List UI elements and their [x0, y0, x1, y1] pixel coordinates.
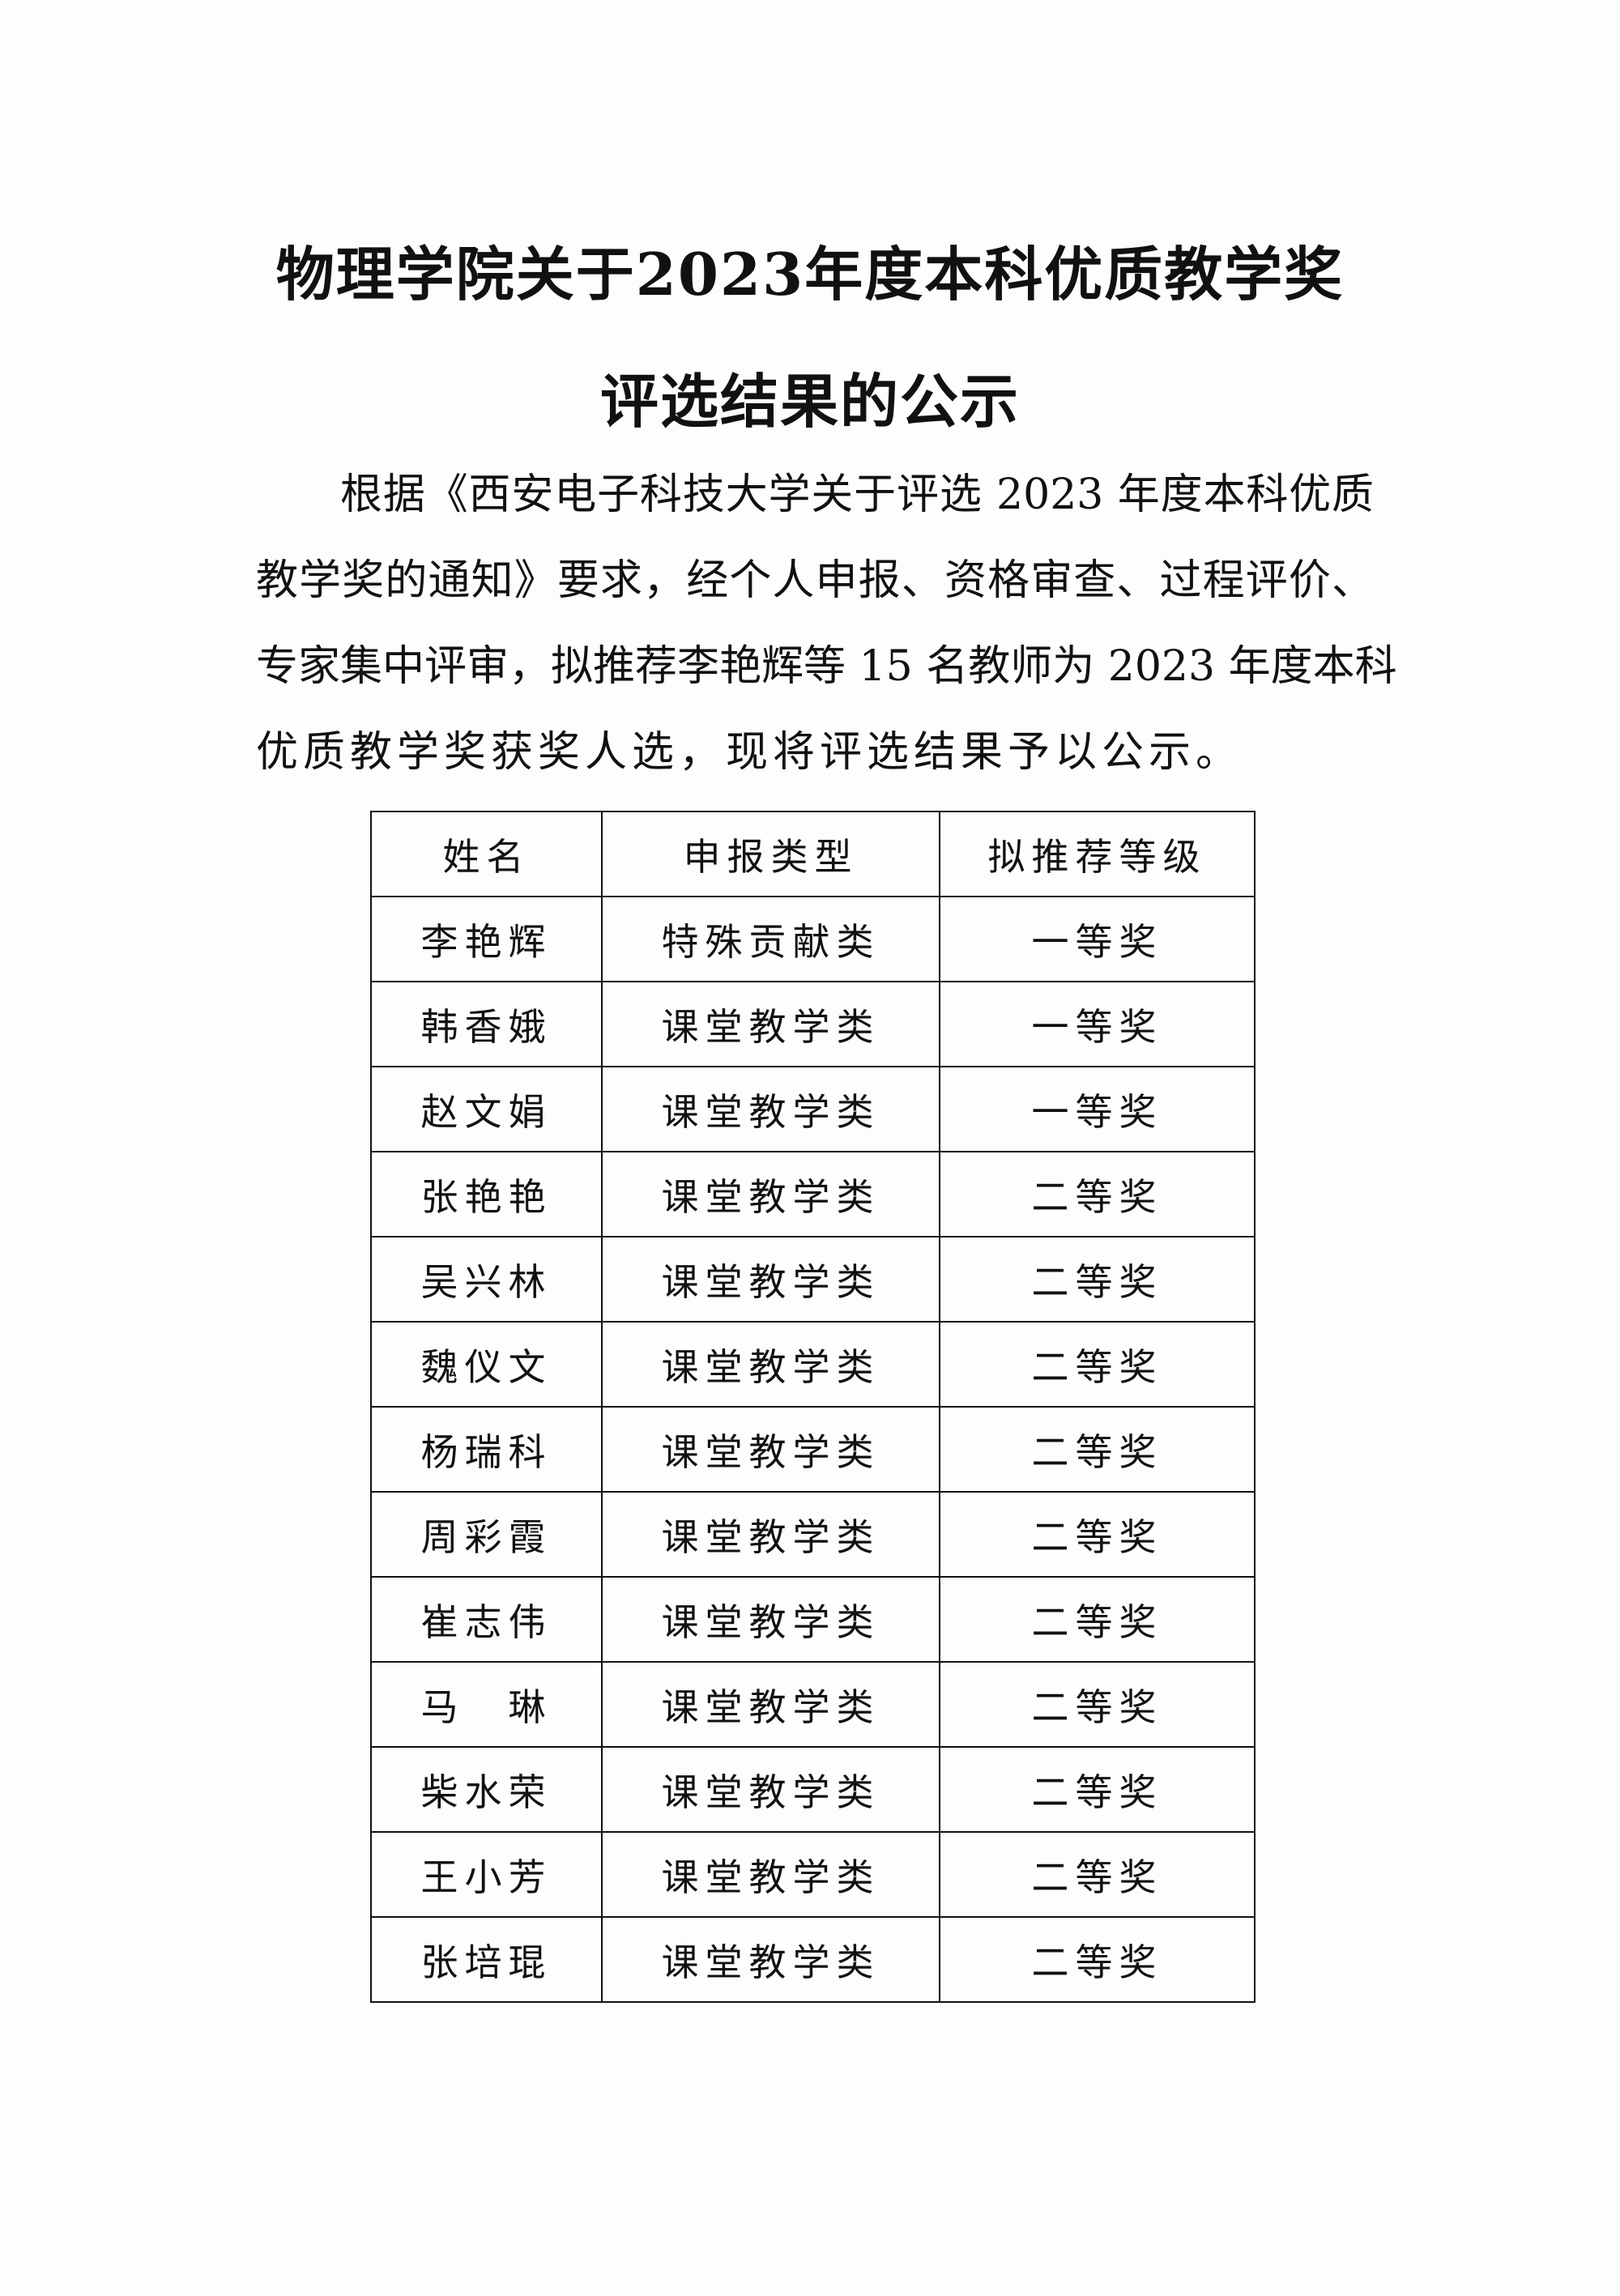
table-row: 马 琳课堂教学类 二等奖 [370, 1661, 1256, 1748]
table-row: 周彩霞 课堂教学类 二等奖 [370, 1491, 1256, 1578]
cell-name: 吴兴林 [370, 1236, 603, 1323]
document-title-line-1: 物理学院关于2023年度本科优质教学奖 [275, 240, 1345, 309]
cell-name: 马 琳 [370, 1661, 603, 1748]
cell-name: 韩香娥 [370, 981, 603, 1067]
document-title-line-2: 评选结果的公示 [599, 367, 1020, 436]
cell-type: 课堂教学类 [601, 1916, 940, 2003]
table-row: 张艳艳 课堂教学类 二等奖 [370, 1151, 1256, 1237]
cell-level: 二等奖 [939, 1831, 1256, 1918]
cell-type: 课堂教学类 [601, 1576, 940, 1663]
cell-level: 二等奖 [939, 1746, 1256, 1833]
cell-type: 课堂教学类 [601, 1321, 940, 1408]
cell-type: 课堂教学类 [601, 1661, 940, 1748]
cell-name: 柴水荣 [370, 1746, 603, 1833]
header-name: 姓名 [370, 811, 603, 897]
cell-name: 杨瑞科 [370, 1406, 603, 1493]
table-row: 崔志伟 课堂教学类 二等奖 [370, 1576, 1256, 1663]
table-row: 王小芳 课堂教学类 二等奖 [370, 1831, 1256, 1918]
table-row: 杨瑞科 课堂教学类 二等奖 [370, 1406, 1256, 1493]
cell-name: 王小芳 [370, 1831, 603, 1918]
table-row: 李艳辉 特殊贡献类 一等奖 [370, 896, 1256, 982]
cell-name: 赵文娟 [370, 1066, 603, 1152]
cell-name: 周彩霞 [370, 1491, 603, 1578]
header-level: 拟推荐等级 [939, 811, 1256, 897]
table-header-row: 姓名 申报类型 拟推荐等级 [370, 811, 1256, 897]
paragraph-line: 教学奖的通知》要求，经个人申报、资格审查、过程评价、 [256, 556, 1374, 605]
cell-level: 二等奖 [939, 1491, 1256, 1578]
cell-name: 崔志伟 [370, 1576, 603, 1663]
cell-level: 一等奖 [939, 1066, 1256, 1152]
table-row: 魏仪文 课堂教学类 二等奖 [370, 1321, 1256, 1408]
cell-level: 二等奖 [939, 1406, 1256, 1493]
results-table: 姓名 申报类型 拟推荐等级 李艳辉 特殊贡献类 一等奖 韩香娥 课堂教学类 一等奖 赵文娟课… [370, 811, 1256, 2003]
table-row: 柴水荣 课堂教学类 二等奖 [370, 1746, 1256, 1833]
cell-type: 课堂教学类 [601, 1066, 940, 1152]
cell-type: 课堂教学类 [601, 1746, 940, 1833]
cell-level: 一等奖 [939, 896, 1256, 982]
cell-type: 课堂教学类 [601, 1406, 940, 1493]
cell-level: 二等奖 [939, 1576, 1256, 1663]
paragraph-line: 根据《西安电子科技大学关于评选 2023 年度本科优质 [340, 471, 1374, 519]
cell-type: 特殊贡献类 [601, 896, 940, 982]
cell-level: 二等奖 [939, 1151, 1256, 1237]
paragraph-line: 专家集中评审，拟推荐李艳辉等 15 名教师为 2023 年度本科 [256, 642, 1397, 691]
cell-name: 张培琨 [370, 1916, 603, 2003]
cell-level: 二等奖 [939, 1661, 1256, 1748]
body-paragraph: 根据《西安电子科技大学关于评选 2023 年度本科优质 教学奖的通知》要求，经个… [256, 452, 1397, 795]
cell-level: 一等奖 [939, 981, 1256, 1067]
cell-type: 课堂教学类 [601, 1491, 940, 1578]
table-row: 张培琨 课堂教学类 二等奖 [370, 1916, 1256, 2003]
table-row: 韩香娥 课堂教学类 一等奖 [370, 981, 1256, 1067]
paragraph-line: 优质教学奖获奖人选，现将评选结果予以公示。 [256, 728, 1243, 777]
table-row: 吴兴林 课堂教学类 二等奖 [370, 1236, 1256, 1323]
cell-type: 课堂教学类 [601, 1236, 940, 1323]
cell-level: 二等奖 [939, 1916, 1256, 2003]
cell-level: 二等奖 [939, 1236, 1256, 1323]
header-type: 申报类型 [601, 811, 940, 897]
cell-name: 张艳艳 [370, 1151, 603, 1237]
cell-type: 课堂教学类 [601, 981, 940, 1067]
table-row: 赵文娟 课堂教学类 一等奖 [370, 1066, 1256, 1152]
cell-name: 魏仪文 [370, 1321, 603, 1408]
cell-name: 李艳辉 [370, 896, 603, 982]
cell-type: 课堂教学类 [601, 1831, 940, 1918]
cell-type: 课堂教学类 [601, 1151, 940, 1237]
cell-level: 二等奖 [939, 1321, 1256, 1408]
